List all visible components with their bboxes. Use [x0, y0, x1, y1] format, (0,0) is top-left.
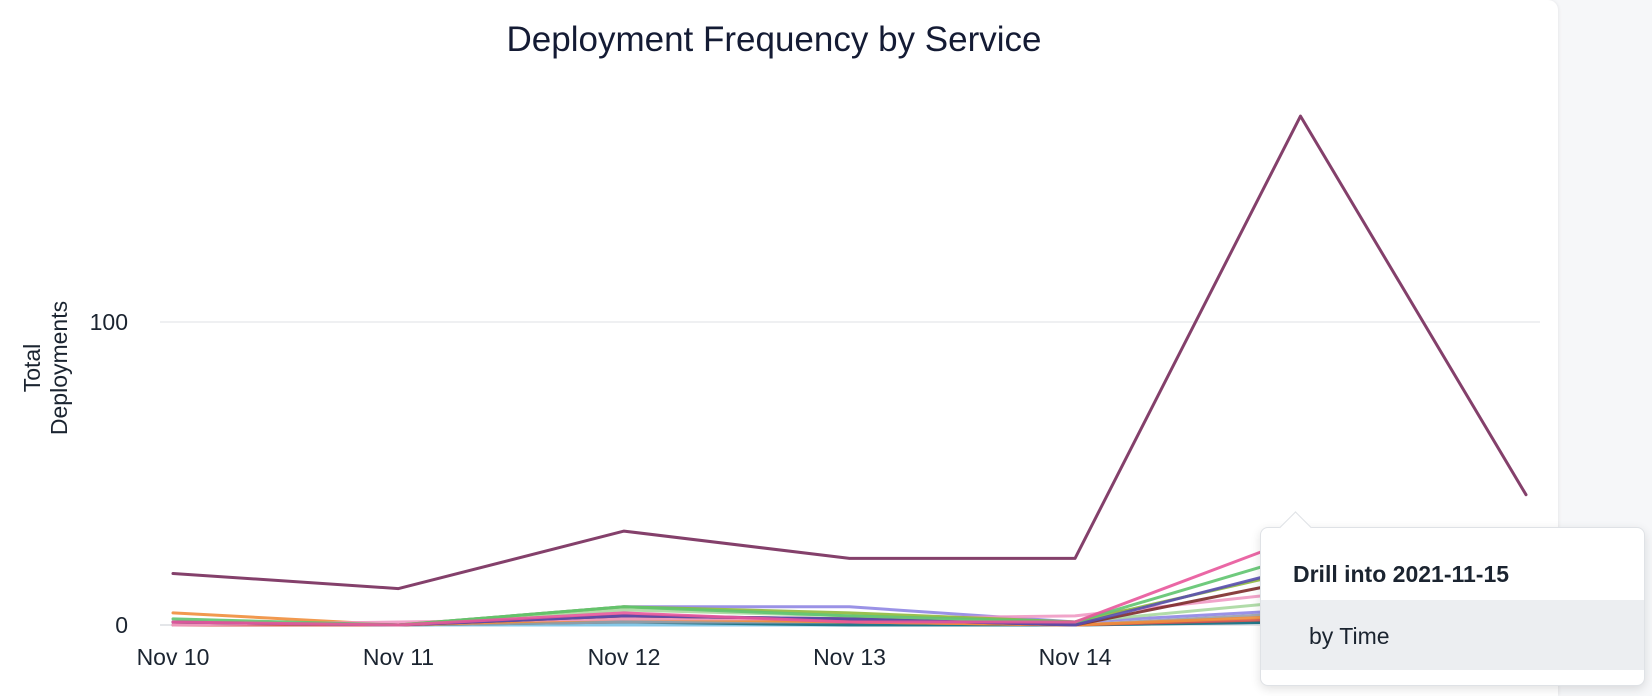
- y-tick-label: 0: [115, 612, 128, 638]
- drill-by-time-label: by Time: [1309, 623, 1390, 649]
- series-line-1: [171, 114, 1528, 591]
- chart-title: Deployment Frequency by Service: [506, 20, 1042, 59]
- y-axis-title: TotalDeployments: [19, 301, 72, 435]
- drill-popup-title: Drill into 2021-11-15: [1293, 561, 1510, 587]
- y-tick-label: 100: [90, 309, 128, 335]
- series-layer: [171, 114, 1528, 627]
- series-line-2: [171, 535, 1302, 627]
- drill-by-time-option[interactable]: by Time: [1261, 600, 1644, 670]
- x-tick-label: Nov 11: [363, 644, 434, 670]
- x-tick-label: Nov 12: [588, 644, 661, 670]
- x-tick-label: Nov 10: [137, 644, 210, 670]
- drill-popup: Drill into 2021-11-15 by Time: [1260, 511, 1645, 686]
- x-tick-label: Nov 14: [1039, 644, 1112, 670]
- x-tick-label: Nov 13: [813, 644, 886, 670]
- line-chart: 0 100 Nov 10 Nov 11 Nov 12 Nov 13 Nov 14 TotalD…: [19, 114, 1540, 670]
- chart-card: Deployment Frequency by Service 0 100 Nov …: [19, 20, 1540, 670]
- axis-layer: 0 100 Nov 10 Nov 11 Nov 12 Nov 13 Nov 14 TotalD…: [19, 301, 1112, 670]
